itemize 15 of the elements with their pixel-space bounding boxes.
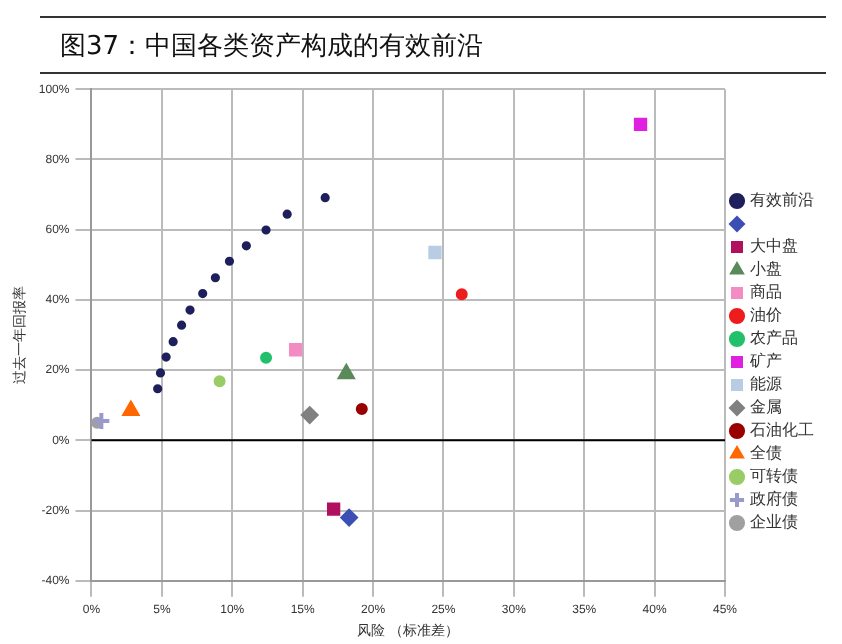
legend-label: 有效前沿 [750,191,814,210]
legend-label: 小盘 [750,260,782,279]
legend-label: 矿产 [748,352,782,371]
legend-label: 油价 [750,306,782,325]
legend-label: 政府债 [750,490,798,509]
legend-label: 能源 [750,375,782,394]
legend-label: 石油化工 [750,421,814,440]
chart-title: 图37：中国各类资产构成的有效前沿 [60,30,484,64]
legend-label: 全债 [750,444,782,463]
legend-label: 农产品 [750,329,798,348]
legend-label: 企业债 [750,513,798,532]
legend-label: 大中盘 [750,237,798,256]
legend-label: 金属 [750,398,782,417]
legend-label: 可转债 [750,467,798,486]
legend-label: 商品 [750,283,782,302]
